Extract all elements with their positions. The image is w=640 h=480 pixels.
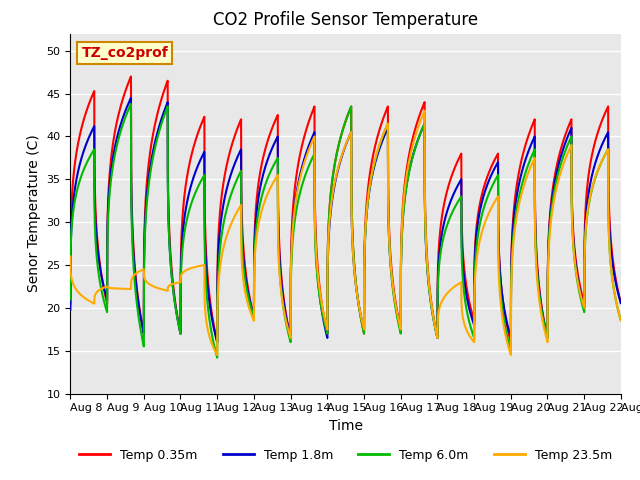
Temp 1.8m (67, 307, 74, 312)
Temp 23.5m (547, 217, 555, 223)
Temp 23.5m (67, 253, 74, 259)
Temp 23.5m (617, 317, 625, 323)
Temp 23.5m (213, 352, 221, 358)
Temp 0.35m (617, 300, 625, 306)
Line: Temp 0.35m: Temp 0.35m (70, 76, 621, 342)
Temp 23.5m (301, 156, 309, 162)
Line: Temp 6.0m: Temp 6.0m (70, 104, 621, 358)
Temp 6.0m (67, 297, 74, 302)
Temp 1.8m (129, 250, 137, 255)
Temp 0.35m (67, 300, 74, 306)
Temp 1.8m (547, 205, 555, 211)
Temp 6.0m (162, 108, 170, 114)
X-axis label: Time: Time (328, 419, 363, 433)
Temp 6.0m (278, 293, 285, 299)
Temp 1.8m (127, 95, 135, 101)
Legend: Temp 0.35m, Temp 1.8m, Temp 6.0m, Temp 23.5m: Temp 0.35m, Temp 1.8m, Temp 6.0m, Temp 2… (74, 444, 618, 467)
Line: Temp 23.5m: Temp 23.5m (70, 111, 621, 355)
Temp 0.35m (302, 129, 310, 134)
Y-axis label: Senor Temperature (C): Senor Temperature (C) (27, 135, 41, 292)
Temp 0.35m (547, 200, 555, 205)
Temp 23.5m (129, 274, 137, 279)
Temp 0.35m (607, 230, 614, 236)
Temp 1.8m (213, 339, 221, 345)
Temp 1.8m (617, 300, 625, 306)
Temp 1.8m (278, 284, 285, 290)
Temp 6.0m (617, 317, 625, 323)
Temp 0.35m (127, 73, 135, 79)
Temp 0.35m (213, 339, 221, 345)
Temp 0.35m (162, 83, 170, 88)
Temp 6.0m (127, 101, 135, 107)
Temp 0.35m (129, 242, 137, 248)
Temp 6.0m (129, 260, 137, 266)
Temp 1.8m (162, 103, 170, 109)
Text: TZ_co2prof: TZ_co2prof (81, 46, 168, 60)
Temp 23.5m (162, 288, 170, 293)
Temp 6.0m (302, 171, 310, 177)
Temp 0.35m (278, 279, 285, 285)
Temp 6.0m (547, 210, 555, 216)
Temp 23.5m (607, 257, 614, 263)
Line: Temp 1.8m: Temp 1.8m (70, 98, 621, 342)
Temp 1.8m (607, 240, 614, 245)
Temp 23.5m (420, 108, 428, 114)
Temp 23.5m (278, 293, 285, 299)
Title: CO2 Profile Sensor Temperature: CO2 Profile Sensor Temperature (213, 11, 478, 29)
Temp 1.8m (302, 152, 310, 157)
Temp 6.0m (607, 257, 614, 263)
Temp 6.0m (213, 355, 221, 360)
